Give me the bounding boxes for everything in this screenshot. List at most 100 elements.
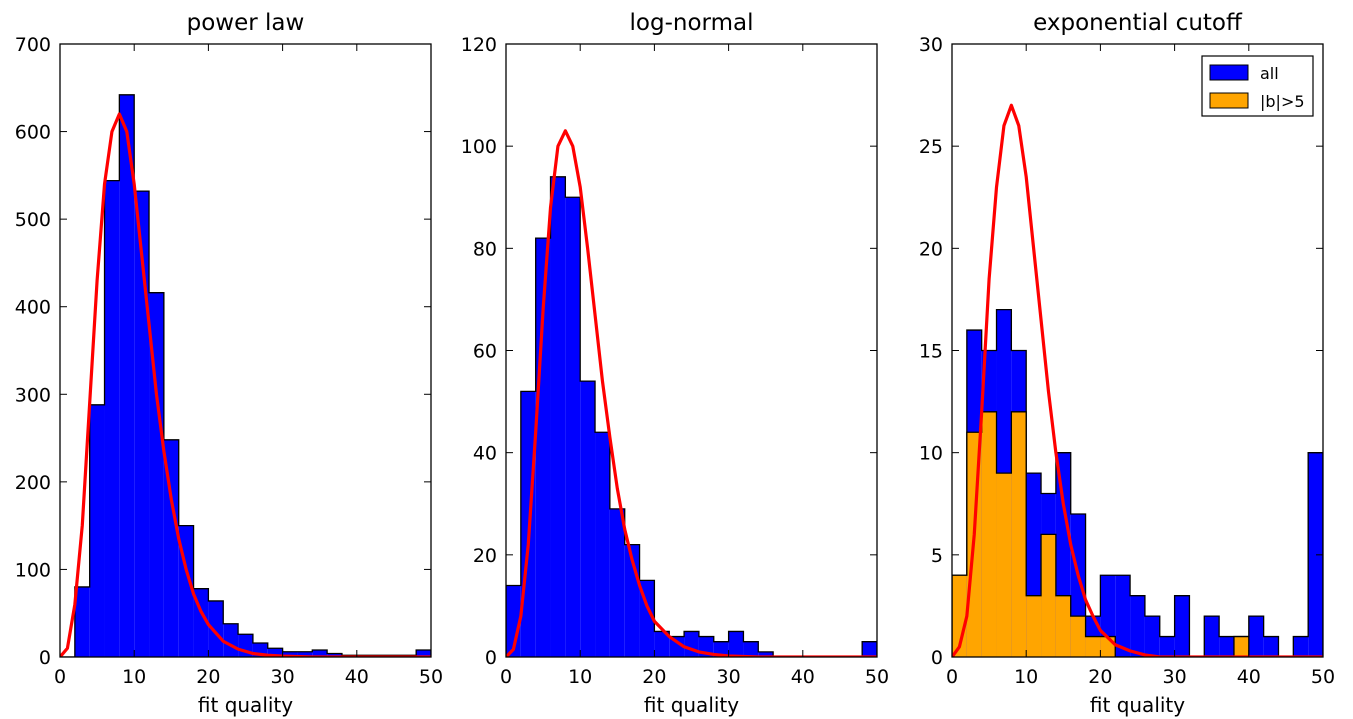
y-tick-label: 700 — [15, 34, 51, 56]
x-tick-label: 0 — [500, 666, 512, 688]
hist-bar — [416, 649, 431, 657]
hist-bar — [1085, 636, 1101, 657]
x-tick-label: 10 — [122, 666, 146, 688]
hist-bar — [1219, 636, 1234, 657]
hist-bar — [1159, 636, 1175, 657]
x-tick-label: 20 — [1088, 666, 1112, 688]
plot-area — [506, 129, 877, 657]
y-tick-label: 120 — [461, 34, 497, 56]
y-tick-label: 40 — [473, 443, 497, 465]
hist-outline — [952, 411, 1323, 657]
fit-curve — [952, 103, 1323, 657]
legend-label: all — [1260, 64, 1279, 83]
chart-title: exponential cutoff — [1033, 10, 1243, 36]
legend-swatch — [1209, 92, 1249, 109]
hist-bar — [149, 292, 164, 657]
y-tick-label: 0 — [931, 647, 943, 669]
fit-curve — [60, 112, 431, 657]
x-axis-label: fit quality — [1090, 693, 1185, 717]
hist-bar — [580, 381, 596, 657]
hist-bar — [654, 631, 670, 657]
chart-panel-3: 0 10 20 30 40 50 0 5 10 15 20 25 30 exponential cutof… — [919, 10, 1335, 717]
hist-bar — [1115, 575, 1131, 657]
x-tick-label: 30 — [717, 666, 741, 688]
hist-bar — [684, 631, 699, 657]
y-tick-label: 15 — [919, 341, 943, 363]
hist-bar — [1041, 534, 1056, 657]
x-tick-label: 40 — [345, 666, 369, 688]
y-tick-label: 100 — [461, 136, 497, 158]
hist-bar — [713, 641, 729, 657]
x-tick-label: 20 — [642, 666, 666, 688]
hist-bar — [104, 180, 120, 657]
y-tick-label: 80 — [473, 238, 497, 260]
hist-series-0 — [506, 176, 877, 657]
hist-outline — [952, 308, 1323, 657]
y-tick-label: 300 — [15, 384, 51, 406]
hist-bar — [565, 197, 581, 657]
hist-bar — [550, 176, 566, 657]
hist-bar — [743, 641, 759, 657]
hist-bar — [595, 432, 610, 657]
hist-bar — [267, 648, 283, 657]
y-tick-label: 20 — [473, 545, 497, 567]
y-tick-label: 100 — [15, 559, 51, 581]
hist-bar — [1144, 616, 1160, 657]
hist-bar — [1263, 636, 1279, 657]
y-tick-label: 200 — [15, 472, 51, 494]
hist-bar — [996, 473, 1012, 657]
y-tick-label: 600 — [15, 122, 51, 144]
x-tick-label: 50 — [865, 666, 889, 688]
hist-bar — [1011, 411, 1027, 657]
y-tick-label: 30 — [919, 34, 943, 56]
y-tick-label: 400 — [15, 297, 51, 319]
hist-bar — [1055, 595, 1071, 657]
hist-bar — [297, 651, 313, 657]
hist-bar — [119, 94, 135, 657]
hist-bar — [981, 411, 997, 657]
hist-bar — [223, 623, 239, 657]
hist-bar — [609, 508, 625, 657]
hist-bar — [758, 651, 774, 657]
hist-bar — [535, 238, 551, 657]
legend-label: |b|>5 — [1260, 92, 1305, 111]
x-tick-label: 40 — [791, 666, 815, 688]
y-tick-label: 60 — [473, 341, 497, 363]
y-tick-label: 5 — [931, 545, 943, 567]
hist-bar — [74, 586, 90, 657]
y-tick-label: 0 — [485, 647, 497, 669]
x-tick-label: 40 — [1237, 666, 1261, 688]
x-tick-label: 20 — [196, 666, 220, 688]
x-tick-label: 0 — [54, 666, 66, 688]
chart-title: power law — [187, 10, 305, 36]
hist-bar — [1026, 595, 1042, 657]
chart-panel-2: 0 10 20 30 40 50 0 20 40 60 80 100 120 log-normal fit … — [461, 10, 889, 717]
hist-bar — [134, 191, 150, 657]
axes-frame — [59, 43, 432, 658]
hist-bar — [1130, 595, 1145, 657]
y-tick-label: 10 — [919, 443, 943, 465]
hist-bar — [282, 651, 298, 657]
hist-bar — [1233, 636, 1249, 657]
hist-bar — [728, 631, 744, 657]
hist-bar — [862, 641, 877, 657]
fit-curve — [506, 129, 877, 657]
y-tick-label: 20 — [919, 238, 943, 260]
x-axis-label: fit quality — [198, 693, 293, 717]
hist-outline — [60, 94, 431, 657]
x-tick-label: 10 — [568, 666, 592, 688]
x-tick-label: 30 — [271, 666, 295, 688]
plot-area — [60, 94, 431, 657]
hist-bar — [208, 600, 224, 657]
hist-series-0 — [60, 94, 431, 657]
hist-bar — [1293, 636, 1309, 657]
chart-title: log-normal — [630, 10, 754, 36]
x-tick-label: 0 — [946, 666, 958, 688]
x-tick-label: 30 — [1163, 666, 1187, 688]
hist-bar — [163, 439, 179, 657]
hist-bar — [89, 404, 105, 657]
hist-bar — [1308, 452, 1323, 657]
x-tick-label: 10 — [1014, 666, 1038, 688]
